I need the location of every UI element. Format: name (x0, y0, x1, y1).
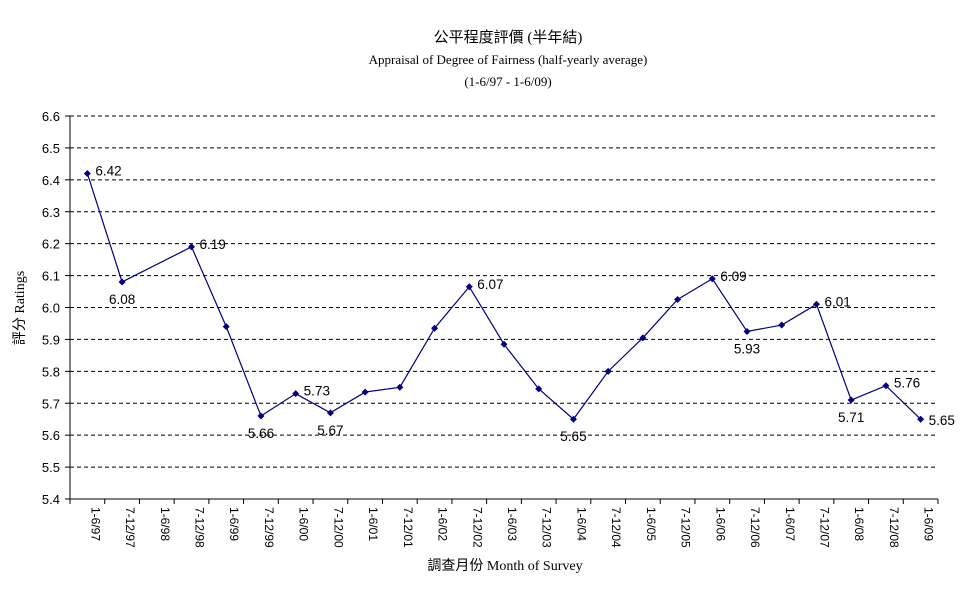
x-tick-label: 1-6/01 (366, 507, 380, 541)
x-tick-label: 7-12/02 (470, 507, 484, 548)
data-point (431, 324, 439, 332)
data-labels: 6.42 6.08 6.19 5.66 5.73 5.67 6.07 5.65 6.09 5.93… (95, 163, 955, 444)
data-label: 5.67 (317, 423, 343, 438)
data-label: 5.65 (560, 429, 586, 444)
data-label: 5.66 (248, 426, 274, 441)
data-point (743, 327, 751, 335)
y-tick-label: 6.0 (42, 301, 60, 316)
data-point (708, 275, 716, 283)
x-tick-label: 1-6/03 (505, 507, 519, 541)
x-tick-label: 7-12/97 (123, 507, 137, 548)
x-tick-label: 1-6/00 (297, 507, 311, 541)
series-polyline (86, 173, 922, 421)
y-tick-label: 6.2 (42, 237, 60, 252)
x-tick-label: 7-12/04 (609, 507, 623, 548)
data-point (396, 383, 404, 391)
data-label: 6.19 (200, 237, 226, 252)
data-point (847, 396, 855, 404)
data-point (361, 388, 369, 396)
y-tick-label: 5.4 (42, 492, 60, 507)
data-point (465, 283, 473, 291)
x-tick-label: 1-6/97 (88, 507, 102, 541)
data-point (292, 390, 300, 398)
data-point (257, 412, 265, 420)
data-point (674, 296, 682, 304)
chart-subtitle: Appraisal of Degree of Fairness (half-ye… (369, 52, 648, 67)
data-point (83, 169, 91, 177)
x-tick-label: 7-12/99 (262, 507, 276, 548)
data-point (812, 300, 820, 308)
y-tick-label: 6.3 (42, 205, 60, 220)
data-point (569, 415, 577, 423)
data-label: 5.73 (304, 384, 330, 399)
data-point (222, 323, 230, 331)
data-point (500, 340, 508, 348)
y-tick-label: 6.1 (42, 269, 60, 284)
x-tick-label: 7-12/01 (401, 507, 415, 548)
chart-title: 公平程度評價 (半年結) (434, 29, 583, 46)
x-tick-label: 1-6/05 (644, 507, 658, 541)
x-axis-label: 調查月份 Month of Survey (427, 558, 582, 574)
y-tick-label: 6.6 (42, 109, 60, 124)
y-tick-label: 5.5 (42, 460, 60, 475)
data-point (917, 415, 925, 423)
x-tick-label: 7-12/08 (887, 507, 901, 548)
data-point (326, 409, 334, 417)
series-line (86, 173, 922, 421)
y-tick-label: 6.5 (42, 141, 60, 156)
y-tick-label: 6.4 (42, 173, 60, 188)
data-point (882, 382, 890, 390)
data-label: 5.71 (838, 410, 864, 425)
x-tick-label: 1-6/04 (574, 507, 588, 541)
data-point (188, 243, 196, 251)
x-tick-label: 7-12/98 (193, 507, 207, 548)
y-tick-label: 5.6 (42, 428, 60, 443)
data-label: 6.01 (824, 294, 850, 309)
data-points (83, 169, 925, 423)
y-tick-label: 5.7 (42, 396, 60, 411)
data-point (639, 334, 647, 342)
y-axis-label: 評分 Ratings (12, 271, 28, 345)
x-tick-label: 7-12/05 (679, 507, 693, 548)
data-point (604, 367, 612, 375)
data-label: 5.65 (929, 413, 955, 428)
data-point (118, 278, 126, 286)
data-label: 6.08 (109, 292, 135, 307)
axes (65, 115, 939, 504)
x-tick-label: 7-12/03 (540, 507, 554, 548)
data-label: 6.09 (720, 269, 746, 284)
x-tick-label: 1-6/98 (158, 507, 172, 541)
x-tick-labels: 1-6/97 7-12/97 1-6/98 7-12/98 1-6/99 7-12/99 1… (88, 507, 935, 548)
x-tick-label: 1-6/07 (783, 507, 797, 541)
data-label: 6.42 (95, 163, 121, 178)
data-point (778, 321, 786, 329)
y-tick-labels: 5.4 5.5 5.6 5.7 5.8 5.9 6.0 6.1 6.2 6.3 6.4 6.5 6.6 (42, 109, 60, 507)
x-tick-label: 7-12/00 (331, 507, 345, 548)
chart-date-range: (1-6/97 - 1-6/09) (464, 74, 551, 89)
y-tick-label: 5.9 (42, 332, 60, 347)
x-tick-label: 7-12/06 (748, 507, 762, 548)
x-tick-label: 1-6/02 (436, 507, 450, 541)
x-tick-label: 1-6/09 (922, 507, 936, 541)
x-tick-label: 1-6/08 (852, 507, 866, 541)
x-tick-label: 1-6/06 (713, 507, 727, 541)
data-label: 6.07 (477, 277, 503, 292)
data-label: 5.93 (734, 341, 760, 356)
data-label: 5.76 (894, 376, 920, 391)
gridlines (70, 115, 938, 468)
y-tick-label: 5.8 (42, 364, 60, 379)
data-point (535, 385, 543, 393)
x-tick-label: 1-6/99 (227, 507, 241, 541)
x-tick-label: 7-12/07 (817, 507, 831, 548)
